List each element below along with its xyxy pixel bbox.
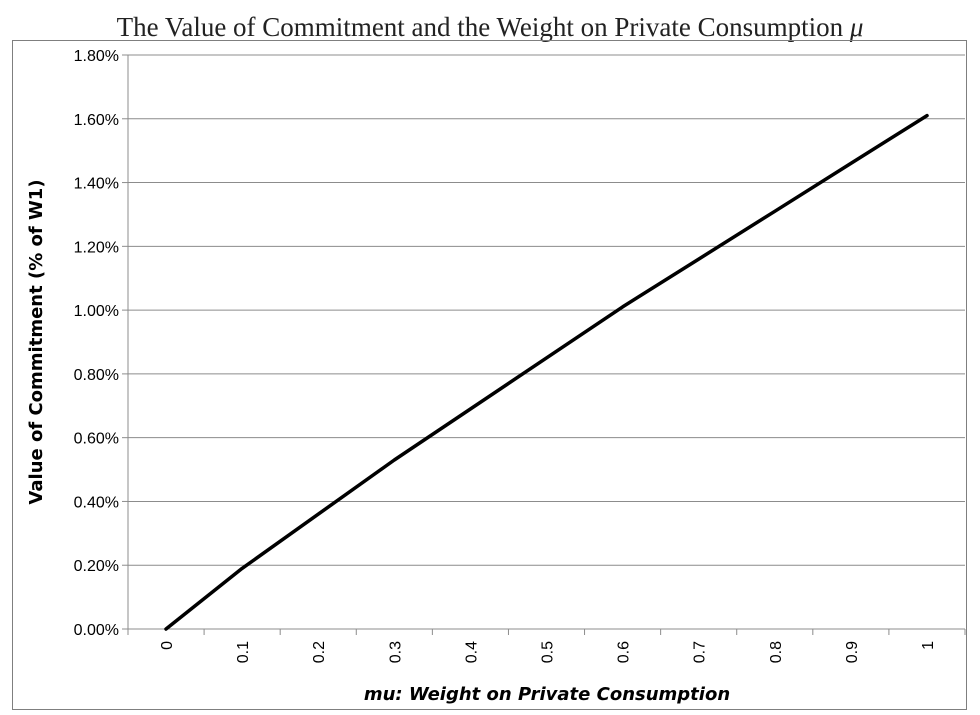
- chart-frame: [12, 40, 967, 710]
- y-tick-label: 0.20%: [74, 558, 119, 575]
- y-tick-label: 0.00%: [74, 622, 119, 639]
- y-tick-label: 1.20%: [74, 239, 119, 256]
- x-tick-label: 0.1: [235, 641, 252, 663]
- y-tick-label: 0.80%: [74, 367, 119, 384]
- x-tick-label: 0.6: [616, 641, 633, 663]
- x-tick-label: 0.8: [768, 641, 785, 663]
- y-axis-title: Value of Commitment (% of W1): [26, 179, 47, 504]
- y-tick-label: 1.00%: [74, 303, 119, 320]
- x-tick-label: 0.7: [692, 641, 709, 663]
- axes: [122, 54, 966, 635]
- x-tick-label: 0.2: [311, 641, 328, 663]
- x-tick-label: 0.5: [540, 641, 557, 663]
- y-tick-label: 1.80%: [74, 48, 119, 65]
- x-tick-label: 0: [159, 641, 176, 650]
- x-tick-label: 0.9: [844, 641, 861, 663]
- chart-title-symbol: μ: [849, 12, 864, 42]
- y-tick-label: 0.40%: [74, 494, 119, 511]
- y-tick-label: 1.60%: [74, 112, 119, 129]
- x-tick-labels: 0 0.1 0.2 0.3 0.4 0.5 0.6 0.7 0.8 0.9 1: [159, 641, 937, 663]
- y-tick-label: 1.40%: [74, 176, 119, 193]
- x-tick-label: 0.3: [387, 641, 404, 663]
- x-tick-label: 1: [920, 641, 937, 650]
- series-layer: [164, 113, 929, 631]
- series-line: [164, 113, 929, 631]
- x-axis-title: mu: Weight on Private Consumption: [364, 684, 730, 705]
- x-tick-label: 0.4: [463, 641, 480, 663]
- chart-title-text: The Value of Commitment and the Weight o…: [116, 12, 844, 42]
- chart-title: The Value of Commitment and the Weight o…: [0, 12, 980, 42]
- gridlines: [128, 54, 965, 566]
- y-tick-labels: 0.00% 0.20% 0.40% 0.60% 0.80% 1.00% 1.20% 1.40%…: [74, 48, 119, 639]
- y-tick-label: 0.60%: [74, 431, 119, 448]
